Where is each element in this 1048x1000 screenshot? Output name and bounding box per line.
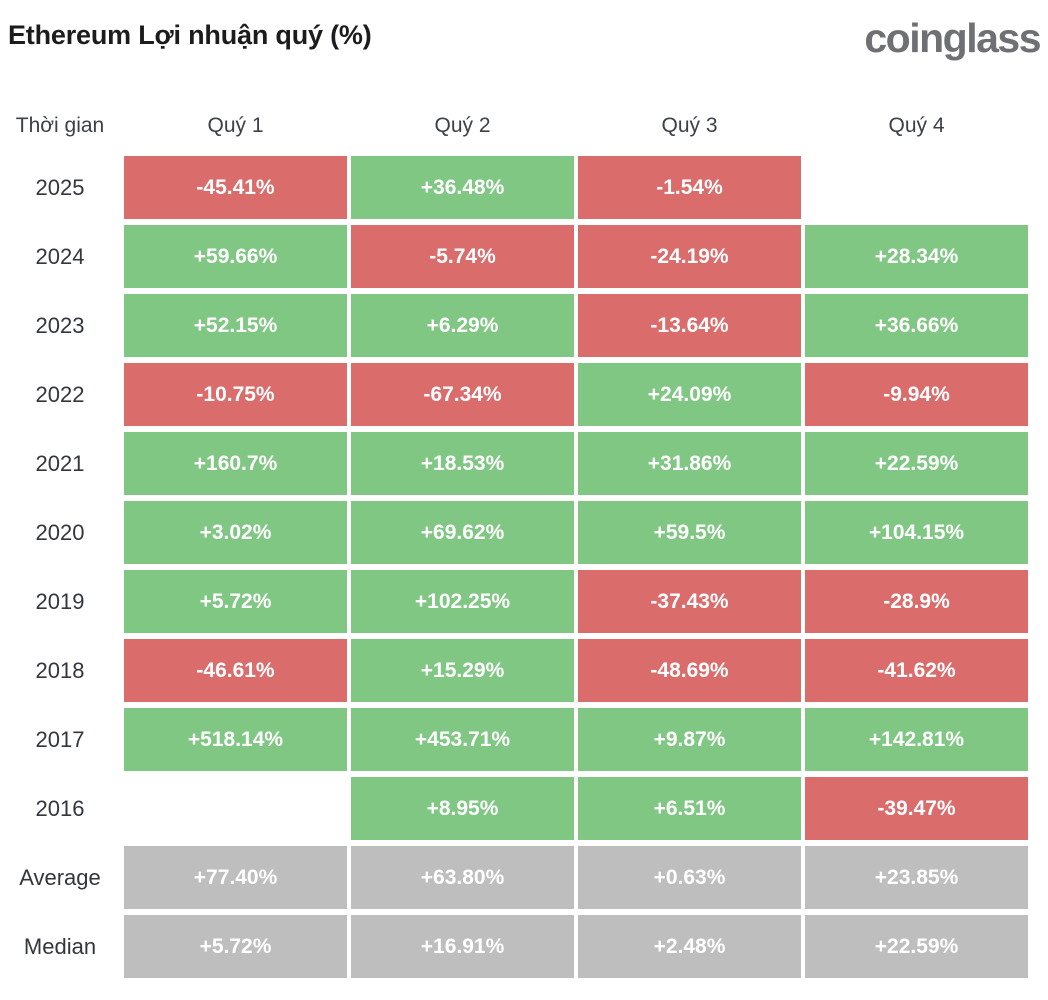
row-label: 2016: [35, 795, 85, 821]
return-cell: -24.19%: [578, 225, 801, 288]
return-cell: +59.66%: [124, 225, 347, 288]
row-label: 2019: [35, 588, 85, 614]
column-header-quarter-3: Quý 3: [661, 114, 718, 137]
return-cell: -67.34%: [351, 363, 574, 426]
return-cell: +160.7%: [124, 432, 347, 495]
return-cell: +8.95%: [351, 777, 574, 840]
return-cell: -39.47%: [805, 777, 1028, 840]
return-cell: -45.41%: [124, 156, 347, 219]
return-cell: +6.51%: [578, 777, 801, 840]
return-cell: -1.54%: [578, 156, 801, 219]
return-cell: +23.85%: [805, 846, 1028, 909]
return-cell: +453.71%: [351, 708, 574, 771]
row-label: 2021: [35, 450, 85, 476]
return-cell: +2.48%: [578, 915, 801, 978]
return-cell: -13.64%: [578, 294, 801, 357]
return-cell: +63.80%: [351, 846, 574, 909]
row-label: 2025: [35, 174, 85, 200]
return-cell: +31.86%: [578, 432, 801, 495]
return-cell: +22.59%: [805, 432, 1028, 495]
return-cell: +36.48%: [351, 156, 574, 219]
return-cell: +102.25%: [351, 570, 574, 633]
return-cell: -37.43%: [578, 570, 801, 633]
return-cell: +52.15%: [124, 294, 347, 357]
return-cell: -9.94%: [805, 363, 1028, 426]
return-cell: +69.62%: [351, 501, 574, 564]
return-cell: +18.53%: [351, 432, 574, 495]
return-cell: +142.81%: [805, 708, 1028, 771]
row-label: 2023: [35, 312, 85, 338]
row-label: 2020: [35, 519, 85, 545]
topbar: Ethereum Lợi nhuận quý (%) coinglass: [0, 0, 1048, 62]
return-cell: +77.40%: [124, 846, 347, 909]
return-cell: +104.15%: [805, 501, 1028, 564]
row-label: 2018: [35, 657, 85, 683]
return-cell: -46.61%: [124, 639, 347, 702]
return-cell: +0.63%: [578, 846, 801, 909]
row-label: Median: [23, 933, 97, 959]
return-cell: +15.29%: [351, 639, 574, 702]
column-header-time: Thời gian: [15, 114, 105, 137]
return-cell: [124, 777, 347, 840]
column-header-quarter-1: Quý 1: [207, 114, 264, 137]
return-cell: +36.66%: [805, 294, 1028, 357]
return-cell: +28.34%: [805, 225, 1028, 288]
return-cell: +3.02%: [124, 501, 347, 564]
return-cell: -41.62%: [805, 639, 1028, 702]
return-cell: +24.09%: [578, 363, 801, 426]
return-cell: +16.91%: [351, 915, 574, 978]
return-cell: -5.74%: [351, 225, 574, 288]
table-body: 2025 -45.41% +36.48% -1.54% 2024 +59.66% -5.74…: [0, 156, 1028, 978]
page-title: Ethereum Lợi nhuận quý (%): [8, 20, 372, 50]
coinglass-logo[interactable]: coinglass: [864, 15, 1041, 61]
row-label: Average: [19, 864, 101, 890]
return-cell: +9.87%: [578, 708, 801, 771]
row-label: 2024: [35, 243, 85, 269]
return-cell: [805, 156, 1028, 219]
return-cell: +518.14%: [124, 708, 347, 771]
return-cell: -10.75%: [124, 363, 347, 426]
return-cell: -28.9%: [805, 570, 1028, 633]
table-header-row: Thời gian Quý 1 Quý 2 Quý 3 Quý 4: [0, 106, 1028, 146]
return-cell: +6.29%: [351, 294, 574, 357]
return-cell: -48.69%: [578, 639, 801, 702]
return-cell: +59.5%: [578, 501, 801, 564]
return-cell: +22.59%: [805, 915, 1028, 978]
return-cell: +5.72%: [124, 915, 347, 978]
return-cell: +5.72%: [124, 570, 347, 633]
column-header-quarter-2: Quý 2: [434, 114, 491, 137]
column-header-quarter-4: Quý 4: [888, 114, 945, 137]
row-label: 2022: [35, 381, 85, 407]
row-label: 2017: [35, 726, 85, 752]
